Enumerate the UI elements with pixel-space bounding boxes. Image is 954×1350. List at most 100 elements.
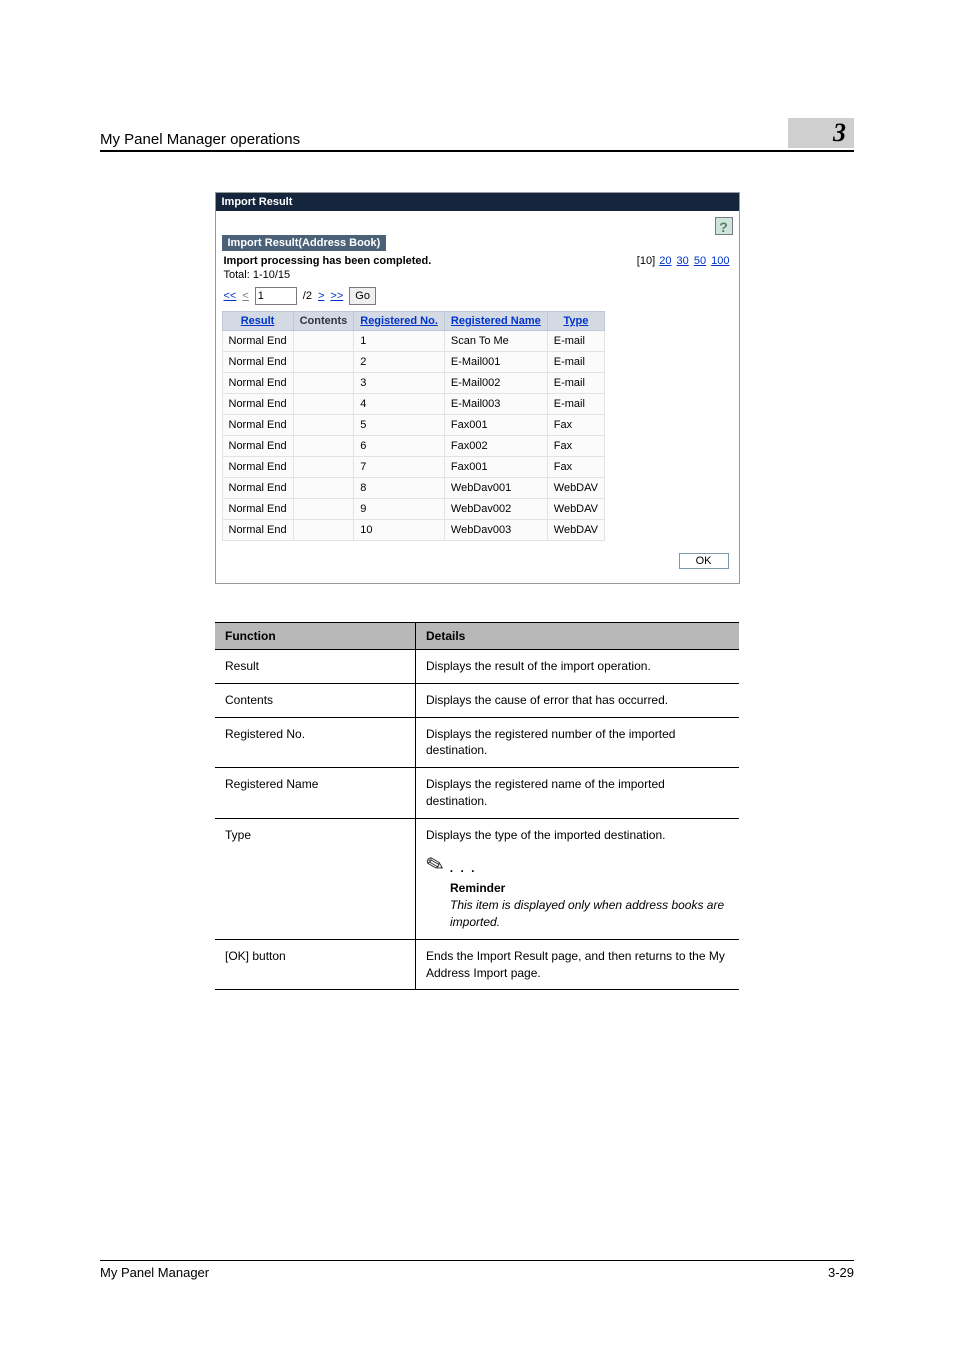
nav-first[interactable]: << [224,290,237,302]
cell-regname: Fax002 [444,436,547,457]
cell-contents [293,373,354,394]
cell-result: Normal End [222,352,293,373]
cell-result: Normal End [222,520,293,541]
import-result-panel: Import Result ? Import Result(Address Bo… [215,192,740,584]
cell-contents [293,499,354,520]
func-detail: Displays the result of the import operat… [416,650,740,684]
cell-regno: 10 [354,520,445,541]
cell-contents [293,520,354,541]
cell-result: Normal End [222,499,293,520]
cell-contents [293,331,354,352]
table-row: Normal End 9WebDav002WebDAV [222,499,605,520]
func-row-type: Type Displays the type of the imported de… [215,818,739,939]
cell-type: WebDAV [547,520,604,541]
col-contents[interactable]: Contents [293,312,354,331]
import-status-text: Import processing has been completed. [224,255,432,267]
cell-regname: WebDav002 [444,499,547,520]
table-row: Normal End5Fax001Fax [222,415,605,436]
header-title: My Panel Manager operations [100,131,300,148]
reminder-icon: ✎ [423,852,447,878]
cell-regname: WebDav001 [444,478,547,499]
cell-result: Normal End [222,373,293,394]
cell-regno: 5 [354,415,445,436]
go-button[interactable]: Go [349,287,376,305]
cell-regname: Scan To Me [444,331,547,352]
nav-next[interactable]: > [318,290,324,302]
col-regno[interactable]: Registered No. [354,312,445,331]
cell-type: Fax [547,436,604,457]
table-row: Normal End1Scan To MeE-mail [222,331,605,352]
page-size-10: [10] [637,255,655,267]
cell-regname: E-Mail003 [444,394,547,415]
cell-regname: E-Mail002 [444,373,547,394]
cell-regno: 2 [354,352,445,373]
table-row: Normal End3E-Mail002E-mail [222,373,605,394]
reminder-dots: . . . [444,861,476,875]
table-row: Normal End 10WebDav003WebDAV [222,520,605,541]
func-row: Registered No.Displays the registered nu… [215,717,739,768]
func-row: Registered NameDisplays the registered n… [215,768,739,819]
cell-contents [293,415,354,436]
import-result-subheader: Import Result(Address Book) [222,235,387,251]
cell-regname: WebDav003 [444,520,547,541]
func-detail: Displays the registered name of the impo… [416,768,740,819]
import-result-title-bar: Import Result [216,193,739,211]
footer-left: My Panel Manager [100,1265,209,1280]
cell-result: Normal End [222,457,293,478]
func-detail: Ends the Import Result page, and then re… [416,939,740,990]
cell-regno: 7 [354,457,445,478]
func-detail: Displays the cause of error that has occ… [416,683,740,717]
page-size-50[interactable]: 50 [694,255,706,267]
func-detail: Displays the type of the imported destin… [416,818,740,939]
chapter-box: 3 [788,118,854,148]
cell-type: WebDAV [547,499,604,520]
cell-regno: 9 [354,499,445,520]
nav-prev[interactable]: < [242,290,248,302]
cell-contents [293,478,354,499]
cell-type: E-mail [547,394,604,415]
page-size-20[interactable]: 20 [659,255,671,267]
reminder-block: ✎ . . .ReminderThis item is displayed on… [426,854,729,931]
function-details-table: Function Details ResultDisplays the resu… [215,622,739,990]
cell-regno: 8 [354,478,445,499]
func-name: Contents [215,683,416,717]
func-th-details: Details [416,623,740,650]
cell-result: Normal End [222,478,293,499]
pagination-nav: << < /2 > >> Go [222,287,733,311]
func-th-function: Function [215,623,416,650]
cell-type: Fax [547,457,604,478]
help-icon[interactable]: ? [715,217,733,235]
cell-result: Normal End [222,436,293,457]
cell-regno: 4 [354,394,445,415]
page-header: My Panel Manager operations 3 [100,118,854,152]
col-regname[interactable]: Registered Name [444,312,547,331]
cell-type: Fax [547,415,604,436]
nav-page-input[interactable] [255,287,297,305]
ok-button[interactable]: OK [679,553,729,569]
cell-result: Normal End [222,415,293,436]
func-name: Result [215,650,416,684]
page-size-30[interactable]: 30 [677,255,689,267]
func-name: Type [215,818,416,939]
page-footer: My Panel Manager 3-29 [100,1260,854,1280]
nav-of: /2 [303,290,312,302]
func-row-ok: [OK] buttonEnds the Import Result page, … [215,939,739,990]
func-row: ResultDisplays the result of the import … [215,650,739,684]
col-type[interactable]: Type [547,312,604,331]
table-row: Normal End 4E-Mail003E-mail [222,394,605,415]
nav-last[interactable]: >> [330,290,343,302]
import-result-table: Result Contents Registered No. Registere… [222,311,606,541]
table-row: Normal End8WebDav001WebDAV [222,478,605,499]
type-lead-text: Displays the type of the imported destin… [426,827,729,844]
table-row: Normal End2E-Mail001E-mail [222,352,605,373]
page-size-100[interactable]: 100 [711,255,729,267]
cell-regno: 1 [354,331,445,352]
cell-type: E-mail [547,373,604,394]
cell-result: Normal End [222,331,293,352]
col-result[interactable]: Result [222,312,293,331]
cell-result: Normal End [222,394,293,415]
chapter-number: 3 [833,118,846,148]
func-name: [OK] button [215,939,416,990]
func-detail: Displays the registered number of the im… [416,717,740,768]
cell-regname: E-Mail001 [444,352,547,373]
